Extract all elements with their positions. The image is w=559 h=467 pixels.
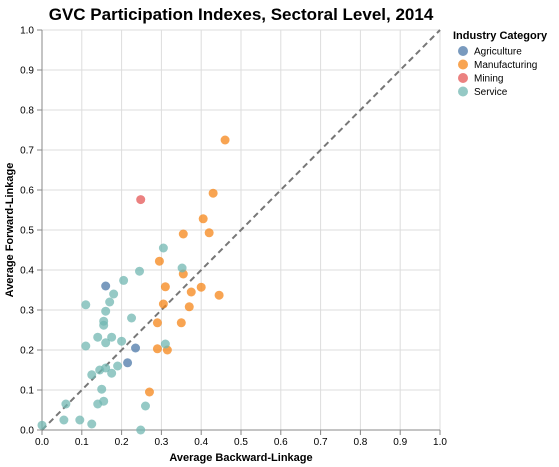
- point-service-29: [87, 419, 97, 429]
- x-tick-label: 0.8: [353, 437, 367, 448]
- diagonal-reference-line: [41, 29, 441, 431]
- x-tick-label: 0.9: [393, 437, 407, 448]
- point-service-7: [101, 306, 111, 316]
- legend-label-agriculture: Agriculture: [474, 47, 522, 58]
- point-service-4: [109, 289, 119, 299]
- y-tick-label: 0.0: [20, 426, 34, 437]
- legend-label-mining: Mining: [474, 74, 503, 85]
- point-service-12: [107, 332, 117, 342]
- legend-swatch-mining: [458, 73, 468, 83]
- y-tick-label: 0.2: [20, 346, 34, 357]
- point-manufacturing-15: [152, 344, 162, 354]
- x-tick-label: 1.0: [433, 437, 447, 448]
- data-points: [37, 135, 230, 435]
- x-tick-label: 0.6: [274, 437, 288, 448]
- legend-label-manufacturing: Manufacturing: [474, 60, 537, 71]
- legend-swatch-agriculture: [458, 46, 468, 56]
- point-service-8: [127, 313, 137, 323]
- legend-label-service: Service: [474, 87, 508, 98]
- point-manufacturing-10: [214, 290, 224, 300]
- point-service-5: [105, 297, 115, 307]
- point-service-25: [61, 399, 71, 409]
- point-manufacturing-12: [184, 302, 194, 312]
- point-service-16: [81, 341, 91, 351]
- point-service-14: [101, 338, 111, 348]
- point-service-6: [81, 300, 91, 310]
- point-service-31: [136, 425, 146, 435]
- point-service-21: [87, 370, 97, 380]
- point-manufacturing-8: [196, 282, 206, 292]
- x-axis-title: Average Backward-Linkage: [169, 452, 312, 464]
- legend-swatch-service: [458, 86, 468, 97]
- point-service-3: [119, 275, 129, 285]
- point-service-20: [107, 368, 117, 378]
- point-service-1: [177, 263, 187, 273]
- legend: Industry Category Agriculture Manufacturi…: [453, 30, 548, 98]
- y-tick-label: 0.5: [20, 226, 34, 237]
- point-service-26: [140, 401, 150, 411]
- point-agriculture-0: [101, 281, 111, 291]
- y-tick-label: 0.9: [20, 66, 34, 77]
- point-manufacturing-5: [154, 256, 164, 266]
- point-service-27: [59, 415, 69, 425]
- y-tick-label: 1.0: [20, 26, 34, 37]
- point-manufacturing-7: [160, 282, 170, 292]
- x-tick-label: 0.4: [194, 437, 208, 448]
- y-axis-title: Average Forward-Linkage: [4, 163, 16, 298]
- point-agriculture-1: [131, 343, 141, 353]
- x-tick-label: 0.5: [234, 437, 248, 448]
- point-service-2: [135, 266, 145, 276]
- point-service-17: [113, 361, 123, 371]
- x-tick-label: 0.1: [75, 437, 89, 448]
- x-tick-label: 0.0: [35, 437, 49, 448]
- chart-title: GVC Participation Indexes, Sectoral Leve…: [49, 5, 434, 24]
- point-service-28: [75, 415, 85, 425]
- y-tick-label: 0.7: [20, 146, 34, 157]
- legend-swatch-manufacturing: [458, 59, 468, 70]
- point-service-30: [37, 420, 47, 430]
- y-tick-label: 0.8: [20, 106, 34, 117]
- point-manufacturing-0: [220, 135, 230, 145]
- point-manufacturing-11: [158, 299, 168, 309]
- point-service-15: [160, 339, 170, 349]
- point-service-19: [95, 365, 105, 375]
- axes: 0.0 0.1 0.2 0.3 0.4 0.5 0.6 0.7 0.8 0.9 1.0 0.0 0.1 0…: [20, 26, 447, 449]
- point-manufacturing-2: [198, 214, 208, 224]
- point-manufacturing-4: [178, 229, 188, 239]
- point-manufacturing-3: [204, 228, 214, 238]
- point-manufacturing-17: [144, 387, 154, 397]
- y-tick-label: 0.1: [20, 386, 34, 397]
- x-tick-label: 0.7: [314, 437, 328, 448]
- x-tick-label: 0.3: [154, 437, 168, 448]
- y-tick-label: 0.4: [20, 266, 34, 277]
- y-tick-label: 0.3: [20, 306, 34, 317]
- point-manufacturing-14: [176, 318, 186, 328]
- point-service-13: [117, 336, 127, 346]
- point-service-24: [93, 399, 103, 409]
- y-tick-label: 0.6: [20, 186, 34, 197]
- point-service-10: [99, 320, 109, 330]
- legend-title: Industry Category: [453, 30, 548, 42]
- point-service-22: [97, 384, 107, 394]
- point-manufacturing-1: [208, 188, 218, 198]
- point-service-11: [93, 332, 103, 342]
- point-manufacturing-9: [186, 287, 196, 297]
- point-manufacturing-13: [152, 318, 162, 328]
- x-tick-label: 0.2: [115, 437, 129, 448]
- point-service-0: [158, 243, 168, 253]
- point-agriculture-2: [123, 358, 133, 368]
- point-mining-0: [136, 195, 146, 205]
